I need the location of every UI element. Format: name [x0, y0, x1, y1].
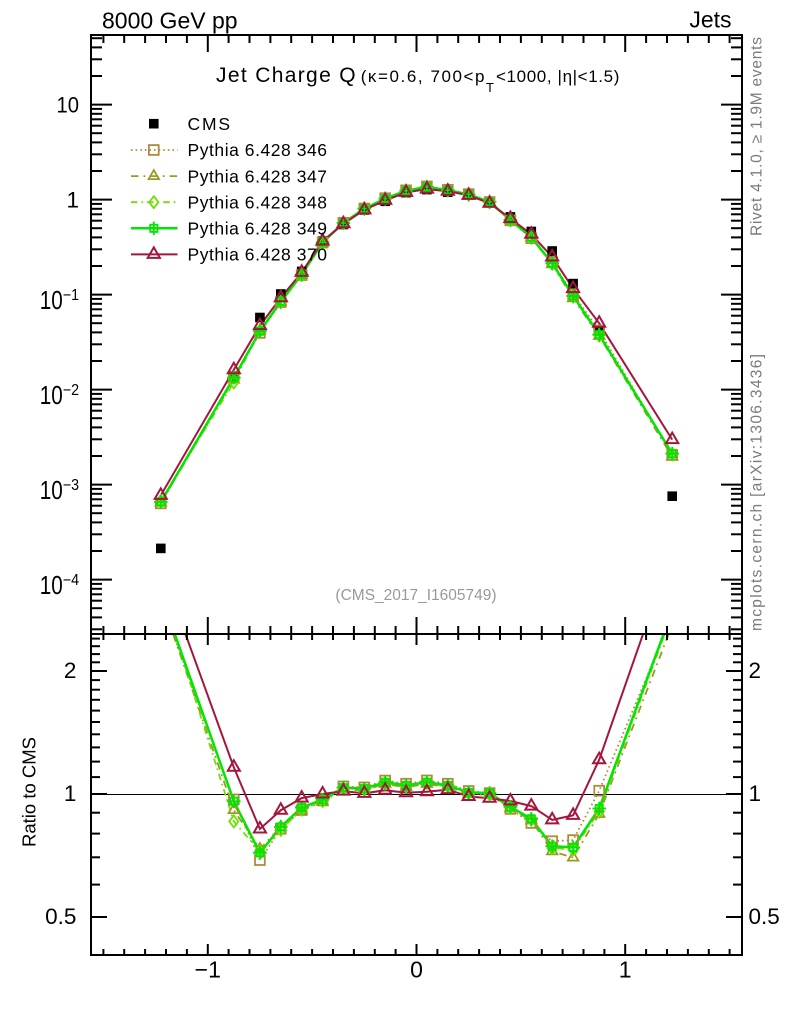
svg-text:2: 2 [64, 658, 77, 683]
svg-text:<1000, |η|<1.5): <1000, |η|<1.5) [496, 67, 619, 86]
svg-text:CMS: CMS [188, 114, 231, 134]
svg-text:Rivet 4.1.0, ≥ 1.9M events: Rivet 4.1.0, ≥ 1.9M events [749, 37, 766, 236]
svg-text:Jet Charge Q: Jet Charge Q [216, 64, 356, 87]
svg-text:T: T [486, 80, 494, 95]
svg-text:0.5: 0.5 [45, 904, 76, 929]
svg-text:1: 1 [749, 781, 762, 806]
svg-text:10: 10 [40, 477, 63, 505]
svg-text:Pythia 6.428 370: Pythia 6.428 370 [188, 245, 328, 265]
svg-text:0.5: 0.5 [749, 904, 780, 929]
svg-text:(CMS_2017_I1605749): (CMS_2017_I1605749) [335, 587, 496, 604]
svg-text:Jets: Jets [689, 7, 731, 33]
svg-text:Pythia 6.428 349: Pythia 6.428 349 [188, 219, 328, 239]
svg-text:Pythia 6.428 348: Pythia 6.428 348 [188, 192, 328, 212]
svg-text:Pythia 6.428 347: Pythia 6.428 347 [188, 166, 328, 186]
svg-text:Pythia 6.428 346: Pythia 6.428 346 [188, 140, 328, 160]
svg-text:Ratio to CMS: Ratio to CMS [19, 737, 40, 847]
svg-text:2: 2 [749, 658, 762, 683]
svg-text:1: 1 [66, 187, 79, 212]
svg-text:−2: −2 [63, 382, 79, 399]
svg-text:−1: −1 [63, 287, 79, 304]
svg-text:10: 10 [40, 572, 63, 600]
svg-text:10: 10 [40, 382, 63, 410]
svg-text:10: 10 [40, 287, 63, 315]
svg-text:1: 1 [64, 781, 77, 806]
svg-text:−4: −4 [63, 572, 80, 589]
svg-text:8000 GeV pp: 8000 GeV pp [102, 7, 238, 33]
svg-text:−3: −3 [63, 477, 79, 494]
svg-text:−1: −1 [195, 957, 221, 983]
svg-text:1: 1 [619, 957, 632, 983]
svg-text:0: 0 [410, 957, 423, 983]
svg-text:10: 10 [57, 92, 80, 117]
